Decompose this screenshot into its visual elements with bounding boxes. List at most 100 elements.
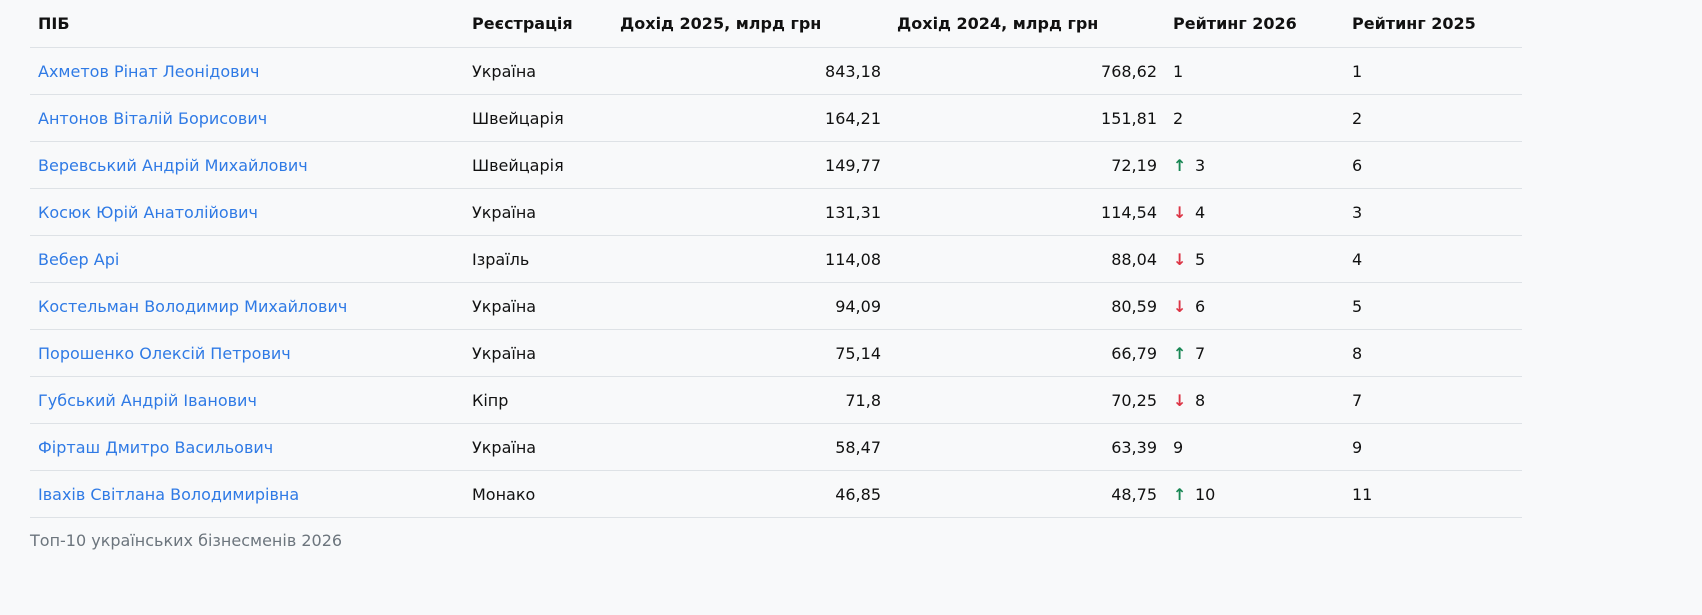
arrow-down-icon: ↓ xyxy=(1173,296,1187,316)
rank-2025-cell: 8 xyxy=(1344,329,1522,377)
income-2025-cell: 46,85 xyxy=(612,470,889,518)
registration-cell: Монако xyxy=(464,470,612,518)
registration-cell: Україна xyxy=(464,282,612,330)
income-2025-cell: 94,09 xyxy=(612,282,889,330)
header-row: ПІБ Реєстрація Дохід 2025, млрд грн Дохі… xyxy=(30,0,1522,48)
header-income-2024[interactable]: Дохід 2024, млрд грн xyxy=(889,0,1165,48)
rank-2026-value: 5 xyxy=(1195,249,1206,269)
income-2025-cell: 164,21 xyxy=(612,94,889,142)
person-link[interactable]: Губський Андрій Іванович xyxy=(38,390,257,410)
income-2024-cell: 80,59 xyxy=(889,282,1165,330)
rich-list-table: ПІБ Реєстрація Дохід 2025, млрд грн Дохі… xyxy=(30,0,1522,518)
person-link[interactable]: Костельман Володимир Михайлович xyxy=(38,296,348,316)
rank-2025-cell: 5 xyxy=(1344,282,1522,330)
income-2025-cell: 149,77 xyxy=(612,141,889,189)
rank-2025-cell: 4 xyxy=(1344,235,1522,283)
table-row: Івахів Світлана Володимирівна Монако 46,85… xyxy=(30,470,1522,518)
rank-2025-cell: 11 xyxy=(1344,470,1522,518)
income-2025-cell: 114,08 xyxy=(612,235,889,283)
table-row: Губський Андрій Іванович Кіпр 71,8 70,25 ↓ 8 7 xyxy=(30,376,1522,424)
name-cell: Губський Андрій Іванович xyxy=(30,376,464,424)
person-link[interactable]: Вебер Арі xyxy=(38,249,120,269)
income-2025-cell: 75,14 xyxy=(612,329,889,377)
rank-2026-cell: ↓ 4 xyxy=(1165,188,1344,236)
income-2025-cell: 131,31 xyxy=(612,188,889,236)
registration-cell: Швейцарія xyxy=(464,141,612,189)
rank-2026-cell: ↓ 5 xyxy=(1165,235,1344,283)
rank-2025-cell: 3 xyxy=(1344,188,1522,236)
rank-2026-cell: ↑ 10 xyxy=(1165,470,1344,518)
rank-2026-cell: ↓ 6 xyxy=(1165,282,1344,330)
rank-2025-cell: 7 xyxy=(1344,376,1522,424)
person-link[interactable]: Косюк Юрій Анатолійович xyxy=(38,202,258,222)
header-rank-2025[interactable]: Рейтинг 2025 xyxy=(1344,0,1522,48)
rank-2026-value: 3 xyxy=(1195,155,1206,175)
income-2024-cell: 48,75 xyxy=(889,470,1165,518)
rank-2025-cell: 6 xyxy=(1344,141,1522,189)
arrow-down-icon: ↓ xyxy=(1173,249,1187,269)
table-row: Фірташ Дмитро Васильович Україна 58,47 63,3… xyxy=(30,423,1522,471)
income-2024-cell: 63,39 xyxy=(889,423,1165,471)
income-2025-cell: 71,8 xyxy=(612,376,889,424)
rank-2026-value: 4 xyxy=(1195,202,1206,222)
table-row: Косюк Юрій Анатолійович Україна 131,31 114,… xyxy=(30,188,1522,236)
income-2024-cell: 151,81 xyxy=(889,94,1165,142)
rank-2026-cell: ↑ 3 xyxy=(1165,141,1344,189)
rank-2026-value: 7 xyxy=(1195,343,1206,363)
rank-2026-value: 10 xyxy=(1195,484,1216,504)
name-cell: Порошенко Олексій Петрович xyxy=(30,329,464,377)
registration-cell: Україна xyxy=(464,47,612,95)
header-rank-2026[interactable]: Рейтинг 2026 xyxy=(1165,0,1344,48)
table-row: Порошенко Олексій Петрович Україна 75,14 66… xyxy=(30,329,1522,377)
name-cell: Веревський Андрій Михайлович xyxy=(30,141,464,189)
table-row: Вебер Арі Ізраїль 114,08 88,04 ↓ 5 4 xyxy=(30,235,1522,283)
registration-cell: Україна xyxy=(464,423,612,471)
income-2025-cell: 58,47 xyxy=(612,423,889,471)
income-2024-cell: 88,04 xyxy=(889,235,1165,283)
table-row: Ахметов Рінат Леонідович Україна 843,18 768… xyxy=(30,47,1522,95)
table-row: Антонов Віталій Борисович Швейцарія 164,21… xyxy=(30,94,1522,142)
person-link[interactable]: Веревський Андрій Михайлович xyxy=(38,155,308,175)
name-cell: Костельман Володимир Михайлович xyxy=(30,282,464,330)
person-link[interactable]: Івахів Світлана Володимирівна xyxy=(38,484,300,504)
name-cell: Івахів Світлана Володимирівна xyxy=(30,470,464,518)
name-cell: Вебер Арі xyxy=(30,235,464,283)
table-caption: Топ-10 українських бізнесменів 2026 xyxy=(30,531,343,550)
income-2025-cell: 843,18 xyxy=(612,47,889,95)
rank-2026-cell: 1 xyxy=(1165,47,1344,95)
rank-2025-cell: 9 xyxy=(1344,423,1522,471)
person-link[interactable]: Фірташ Дмитро Васильович xyxy=(38,437,274,457)
arrow-down-icon: ↓ xyxy=(1173,202,1187,222)
name-cell: Ахметов Рінат Леонідович xyxy=(30,47,464,95)
rank-2026-value: 8 xyxy=(1195,390,1206,410)
arrow-down-icon: ↓ xyxy=(1173,390,1187,410)
registration-cell: Кіпр xyxy=(464,376,612,424)
name-cell: Антонов Віталій Борисович xyxy=(30,94,464,142)
rank-2026-cell: 2 xyxy=(1165,94,1344,142)
arrow-up-icon: ↑ xyxy=(1173,484,1187,504)
table-row: Костельман Володимир Михайлович Україна 94… xyxy=(30,282,1522,330)
rank-2025-cell: 1 xyxy=(1344,47,1522,95)
person-link[interactable]: Порошенко Олексій Петрович xyxy=(38,343,291,363)
header-name[interactable]: ПІБ xyxy=(30,0,464,48)
rank-2026-value: 1 xyxy=(1173,61,1184,81)
arrow-up-icon: ↑ xyxy=(1173,155,1187,175)
person-link[interactable]: Ахметов Рінат Леонідович xyxy=(38,61,260,81)
income-2024-cell: 66,79 xyxy=(889,329,1165,377)
arrow-up-icon: ↑ xyxy=(1173,343,1187,363)
name-cell: Косюк Юрій Анатолійович xyxy=(30,188,464,236)
rank-2026-cell: ↑ 7 xyxy=(1165,329,1344,377)
income-2024-cell: 768,62 xyxy=(889,47,1165,95)
income-2024-cell: 70,25 xyxy=(889,376,1165,424)
registration-cell: Ізраїль xyxy=(464,235,612,283)
income-2024-cell: 72,19 xyxy=(889,141,1165,189)
header-income-2025[interactable]: Дохід 2025, млрд грн xyxy=(612,0,889,48)
header-registration[interactable]: Реєстрація xyxy=(464,0,612,48)
rank-2025-cell: 2 xyxy=(1344,94,1522,142)
income-2024-cell: 114,54 xyxy=(889,188,1165,236)
rank-2026-cell: ↓ 8 xyxy=(1165,376,1344,424)
person-link[interactable]: Антонов Віталій Борисович xyxy=(38,108,268,128)
rank-2026-value: 9 xyxy=(1173,437,1184,457)
registration-cell: Швейцарія xyxy=(464,94,612,142)
name-cell: Фірташ Дмитро Васильович xyxy=(30,423,464,471)
